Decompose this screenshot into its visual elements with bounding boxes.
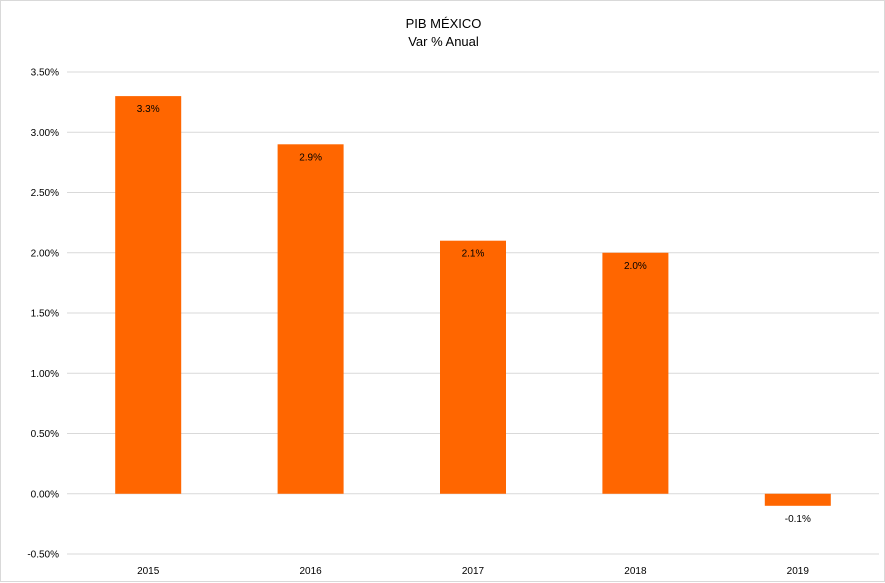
y-tick-label: 1.00%	[31, 369, 59, 380]
y-tick-label: 2.50%	[31, 188, 59, 199]
y-tick-label: 0.50%	[31, 429, 59, 440]
data-label-2016: 2.9%	[299, 152, 322, 163]
bar-2019	[764, 493, 831, 506]
y-tick-label: 3.00%	[31, 128, 59, 139]
x-tick-label: 2018	[624, 566, 647, 577]
y-tick-label: 2.00%	[31, 248, 59, 259]
y-tick-label: -0.50%	[27, 550, 59, 561]
chart-title: PIB MÉXICO	[405, 16, 482, 31]
data-label-2015: 3.3%	[137, 104, 160, 115]
bar-2018	[602, 252, 669, 494]
y-tick-label: 3.50%	[31, 68, 59, 79]
x-tick-label: 2015	[137, 566, 160, 577]
data-label-2018: 2.0%	[624, 261, 647, 272]
chart-subtitle: Var % Anual	[408, 34, 479, 49]
bar-2016	[277, 144, 344, 494]
y-tick-label: 0.00%	[31, 489, 59, 500]
chart-title-block: PIB MÉXICO Var % Anual	[1, 15, 885, 51]
data-label-2019: -0.1%	[785, 514, 811, 525]
data-label-2017: 2.1%	[462, 249, 485, 260]
y-tick-label: 1.50%	[31, 309, 59, 320]
x-tick-label: 2016	[299, 566, 322, 577]
x-tick-label: 2019	[787, 566, 810, 577]
bar-2017	[440, 240, 506, 494]
bar-2015	[115, 96, 182, 494]
x-tick-label: 2017	[462, 566, 485, 577]
